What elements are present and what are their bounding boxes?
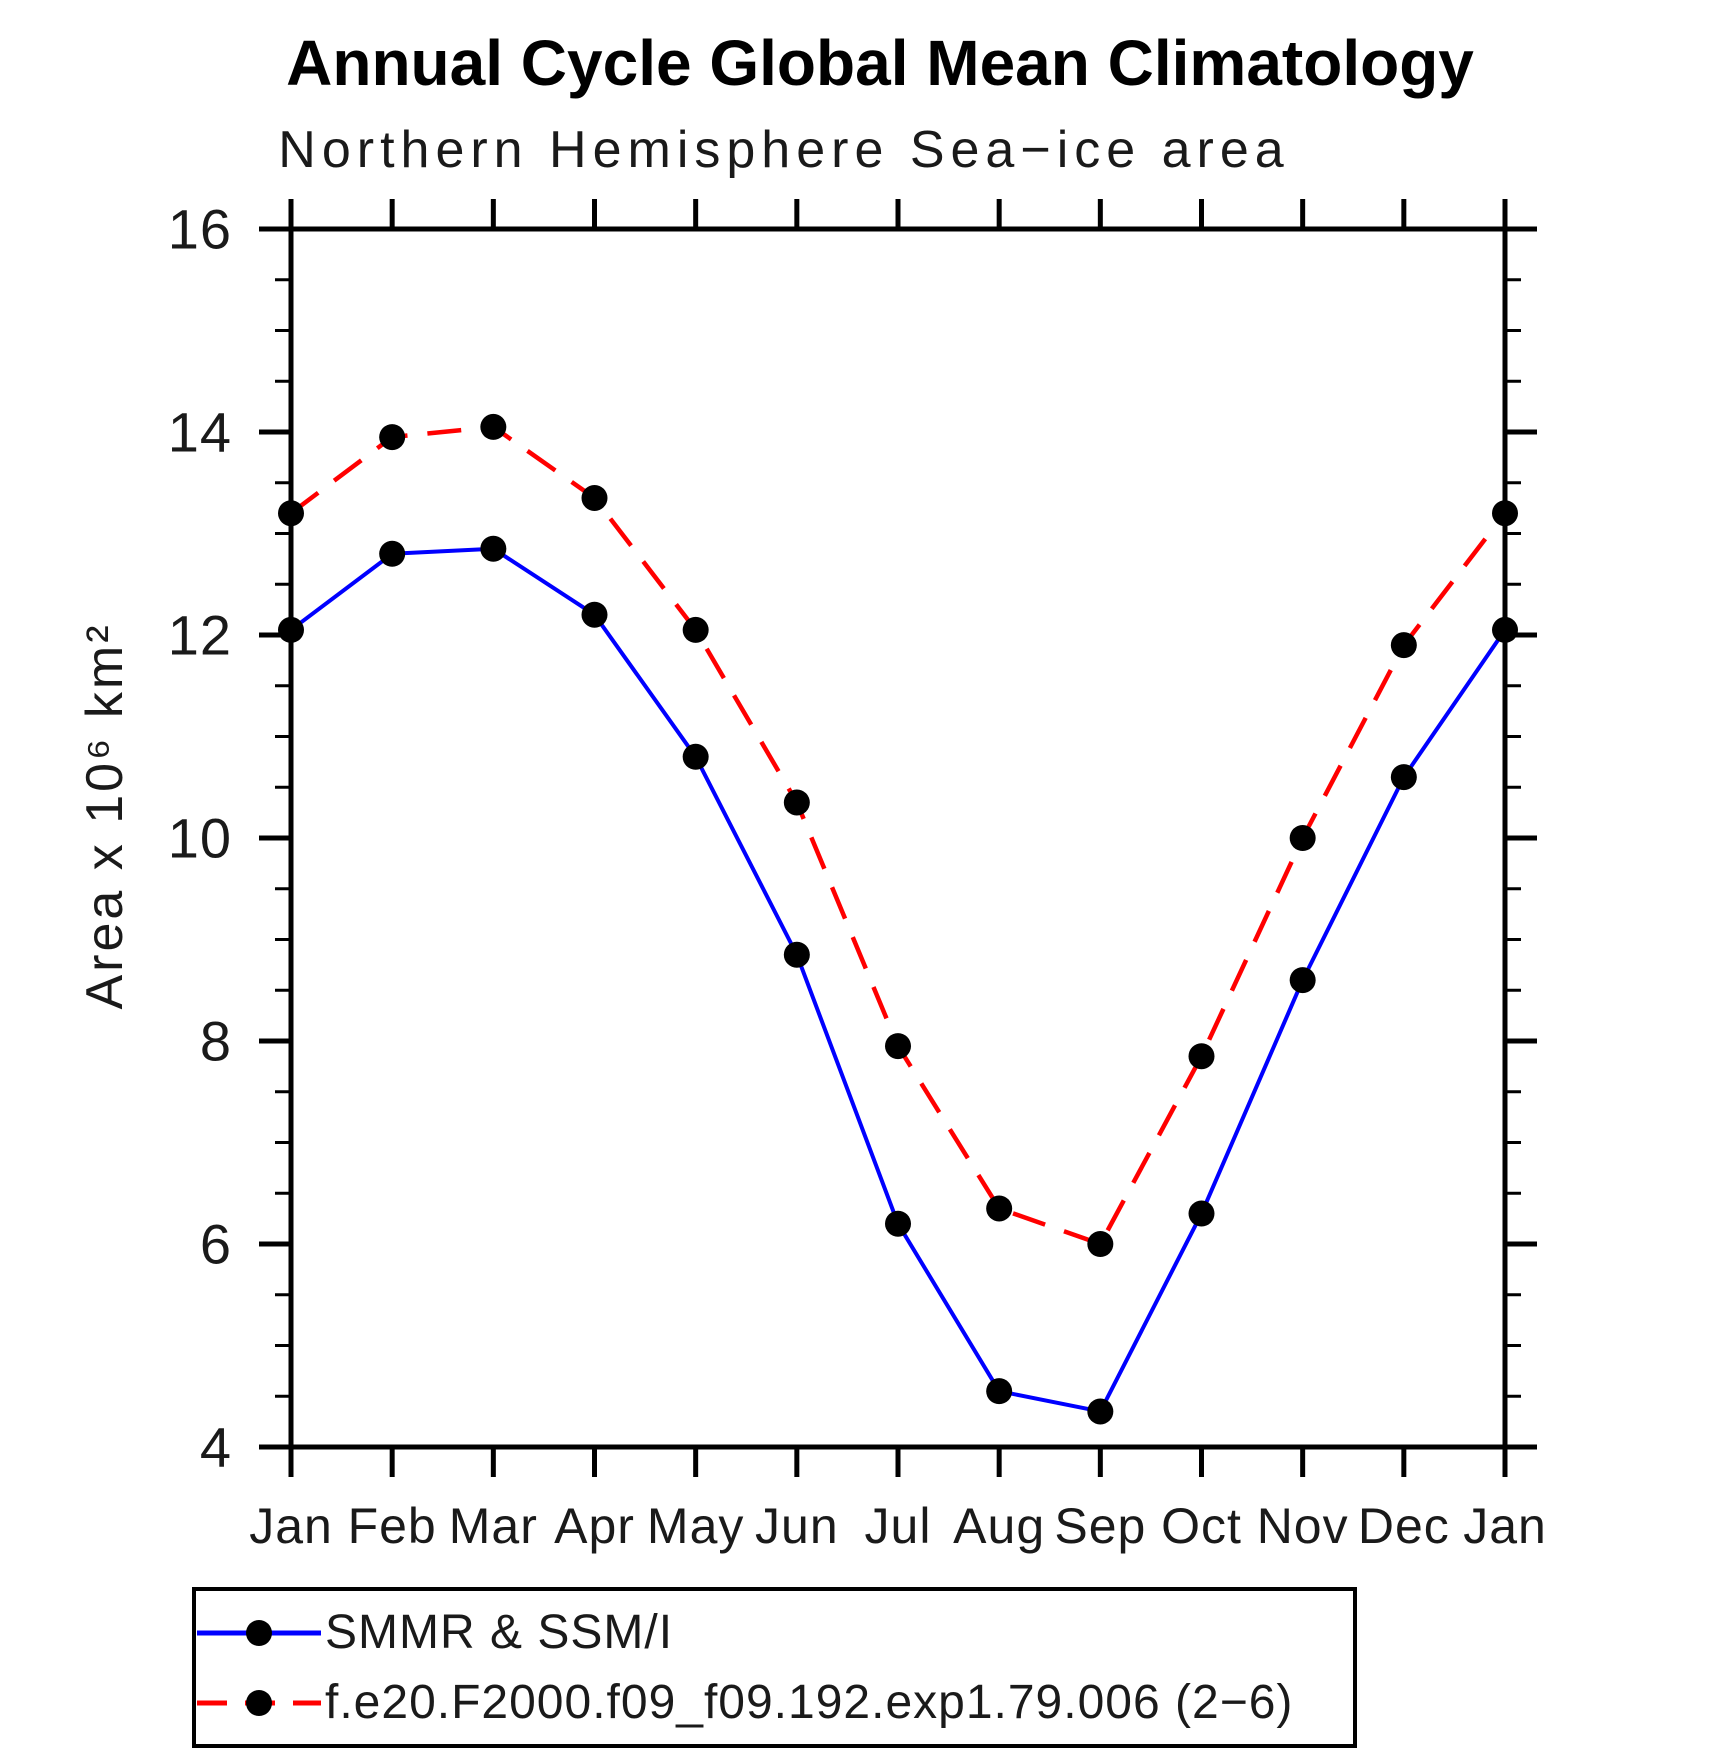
x-tick-label: Nov xyxy=(1257,1498,1349,1554)
data-point xyxy=(682,743,709,770)
axis-frame xyxy=(288,226,1508,1450)
legend-sample-solid-blue xyxy=(197,1619,321,1646)
legend-item-model: f.e20.F2000.f09_f09.192.exp1.79.006 (2−6… xyxy=(197,1673,1353,1733)
y-tick-label: 16 xyxy=(168,198,232,261)
y-tick-label: 6 xyxy=(200,1213,232,1276)
data-point xyxy=(1492,616,1518,643)
data-point xyxy=(480,535,507,562)
data-point xyxy=(379,424,406,451)
legend-label-model: f.e20.F2000.f09_f09.192.exp1.79.006 (2−6… xyxy=(325,1676,1294,1729)
data-point xyxy=(1289,825,1316,851)
data-point xyxy=(885,1210,911,1237)
data-point xyxy=(278,500,304,527)
x-tick-label: Dec xyxy=(1358,1498,1450,1554)
x-tick-label: Sep xyxy=(1054,1498,1146,1554)
data-point xyxy=(581,484,608,511)
data-point xyxy=(1390,632,1417,659)
legend-label-observations: SMMR & SSM/I xyxy=(325,1606,674,1659)
data-point xyxy=(1188,1200,1215,1227)
y-tick-label: 14 xyxy=(168,401,232,464)
x-tick-label: Jan xyxy=(1463,1498,1547,1554)
legend-marker-dot xyxy=(246,1689,272,1716)
data-point xyxy=(1087,1231,1114,1257)
y-tick-label: 12 xyxy=(168,604,232,667)
x-tick-label: Oct xyxy=(1161,1498,1242,1554)
data-point xyxy=(1188,1043,1215,1070)
chart-subtitle: Northern Hemisphere Sea−ice area xyxy=(278,121,1290,179)
x-tick-label: Apr xyxy=(554,1498,635,1554)
legend: SMMR & SSM/I f.e20.F2000.f09_f09.192.exp… xyxy=(192,1587,1357,1748)
y-tick-label: 10 xyxy=(168,807,232,870)
legend-sample-dashed-red xyxy=(197,1689,321,1716)
x-tick-label: Aug xyxy=(953,1498,1045,1554)
data-point xyxy=(783,789,810,816)
data-point xyxy=(986,1195,1013,1222)
series-line-observations xyxy=(289,546,1507,1414)
x-tick-label: Jan xyxy=(249,1498,333,1554)
y-axis-title: Area x 10⁶ km² xyxy=(76,622,134,1009)
data-point xyxy=(682,616,709,643)
data-point xyxy=(783,941,810,968)
legend-marker-dot xyxy=(246,1619,272,1646)
x-tick-label: Feb xyxy=(348,1498,437,1554)
data-point xyxy=(885,1033,911,1060)
data-point xyxy=(1289,967,1316,994)
x-tick-label: Mar xyxy=(449,1498,538,1554)
x-tick-label: Jun xyxy=(755,1498,839,1554)
legend-item-observations: SMMR & SSM/I xyxy=(197,1603,1353,1663)
data-point xyxy=(1492,500,1518,527)
data-point xyxy=(581,601,608,628)
data-point xyxy=(1087,1398,1114,1425)
data-point xyxy=(1390,764,1417,791)
chart-title: Annual Cycle Global Mean Climatology xyxy=(286,27,1474,99)
y-tick-label: 8 xyxy=(200,1010,232,1073)
data-point xyxy=(379,540,406,567)
y-tick-label: 4 xyxy=(200,1416,232,1479)
data-point xyxy=(278,616,304,643)
x-tick-label: May xyxy=(647,1498,744,1554)
data-point xyxy=(480,413,507,440)
data-point xyxy=(986,1378,1013,1405)
x-tick-label: Jul xyxy=(865,1498,932,1554)
